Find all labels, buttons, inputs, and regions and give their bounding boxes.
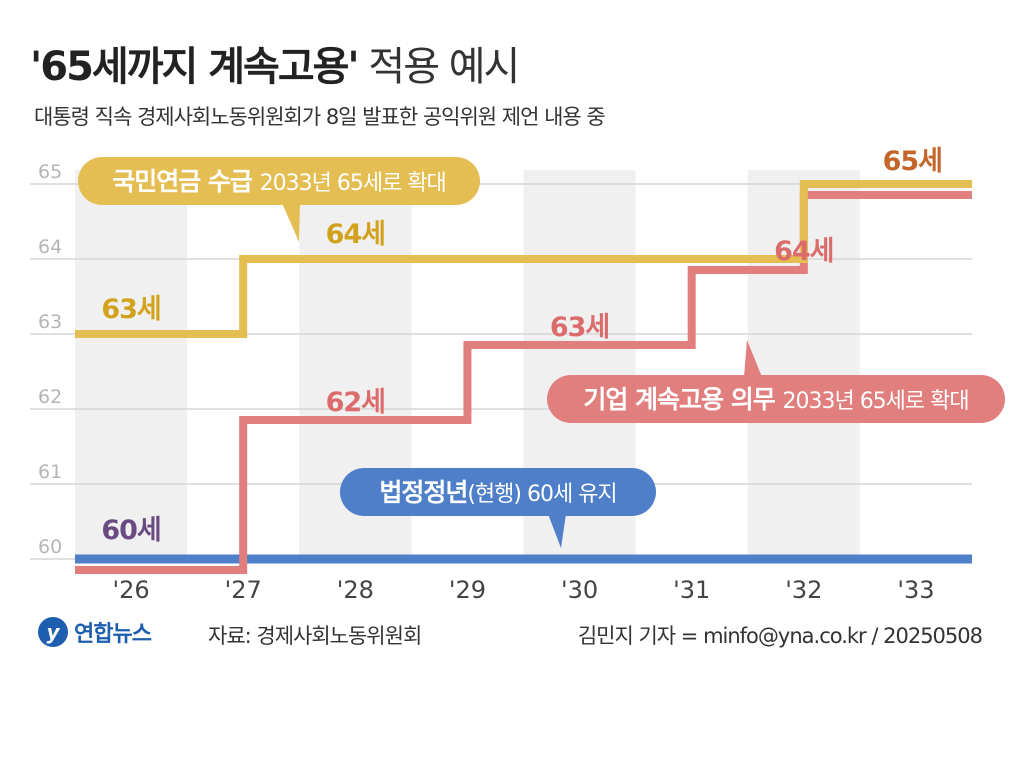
value-label-employment-4: 63세 xyxy=(550,312,609,343)
value-label-pension-2: 64세 xyxy=(326,219,385,250)
y-tick-label: 64 xyxy=(38,236,62,258)
title-light: 적용 예시 xyxy=(368,44,520,90)
y-tick-label: 62 xyxy=(38,386,62,408)
x-tick-label: '31 xyxy=(673,576,710,604)
y-tick-label: 61 xyxy=(38,461,62,483)
pension-callout-text: 국민연금 수급 2033년 65세로 확대 xyxy=(112,167,446,196)
retirement-callout: 법정정년(현행) 60세 유지 xyxy=(340,468,656,548)
retirement-callout-text: 법정정년(현행) 60세 유지 xyxy=(379,478,616,507)
value-label-employment-6: 64세 xyxy=(774,236,833,267)
pension-callout-pointer xyxy=(282,203,300,242)
employment-callout-light: 2033년 65세로 확대 xyxy=(782,389,968,414)
series-line-employment xyxy=(75,191,972,574)
x-tick-label: '32 xyxy=(785,576,822,604)
x-tick-label: '30 xyxy=(561,576,598,604)
retirement-callout-paren: (현행) xyxy=(467,482,527,507)
employment-callout-text: 기업 계속고용 의무 2033년 65세로 확대 xyxy=(583,385,968,414)
y-tick-label: 63 xyxy=(38,311,62,333)
employment-callout-bg xyxy=(547,375,1005,423)
pension-callout: 국민연금 수급 2033년 65세로 확대 xyxy=(78,157,480,242)
x-tick-label: '26 xyxy=(112,576,149,604)
value-label-employment-2: 62세 xyxy=(326,387,385,418)
page-title: '65세까지 계속고용' 적용 예시 xyxy=(30,34,520,92)
globe-logo-icon: y xyxy=(38,617,68,647)
value-label-employment-0: 60세 xyxy=(101,515,160,546)
employment-callout-bold: 기업 계속고용 의무 xyxy=(583,385,782,414)
y-tick-label: 60 xyxy=(38,536,62,558)
x-tick-label: '28 xyxy=(337,576,374,604)
x-tick-label: '29 xyxy=(449,576,486,604)
employment-callout: 기업 계속고용 의무 2033년 65세로 확대 xyxy=(547,340,1005,423)
retirement-callout-bg xyxy=(340,468,656,516)
pension-callout-bold: 국민연금 수급 xyxy=(112,167,259,196)
logo-name: 연합뉴스 xyxy=(74,622,152,647)
employment-callout-pointer xyxy=(744,340,762,377)
pension-callout-light: 2033년 65세로 확대 xyxy=(260,171,446,196)
title-bold: '65세까지 계속고용' xyxy=(30,44,360,90)
value-label-pension-0: 63세 xyxy=(101,294,160,325)
source-note: 자료: 경제사회노동위원회 xyxy=(208,624,422,648)
series-line-pension xyxy=(75,180,972,338)
credit-note: 김민지 기자 = minfo@yna.co.kr / 20250508 xyxy=(577,624,983,648)
pension-callout-bg xyxy=(78,157,480,205)
value-label-pension-7: 65세 xyxy=(883,146,942,177)
subtitle: 대통령 직속 경제사회노동위원회가 8일 발표한 공익위원 제언 내용 중 xyxy=(34,105,606,129)
retirement-callout-bold: 법정정년 xyxy=(379,478,467,507)
retirement-callout-light: 60세 유지 xyxy=(527,482,617,507)
x-tick-label: '33 xyxy=(897,576,934,604)
retirement-callout-pointer xyxy=(548,514,566,548)
column-band xyxy=(75,170,188,559)
x-tick-label: '27 xyxy=(225,576,262,604)
y-tick-label: 65 xyxy=(38,161,62,183)
yonhap-logo: y 연합뉴스 xyxy=(38,616,152,648)
